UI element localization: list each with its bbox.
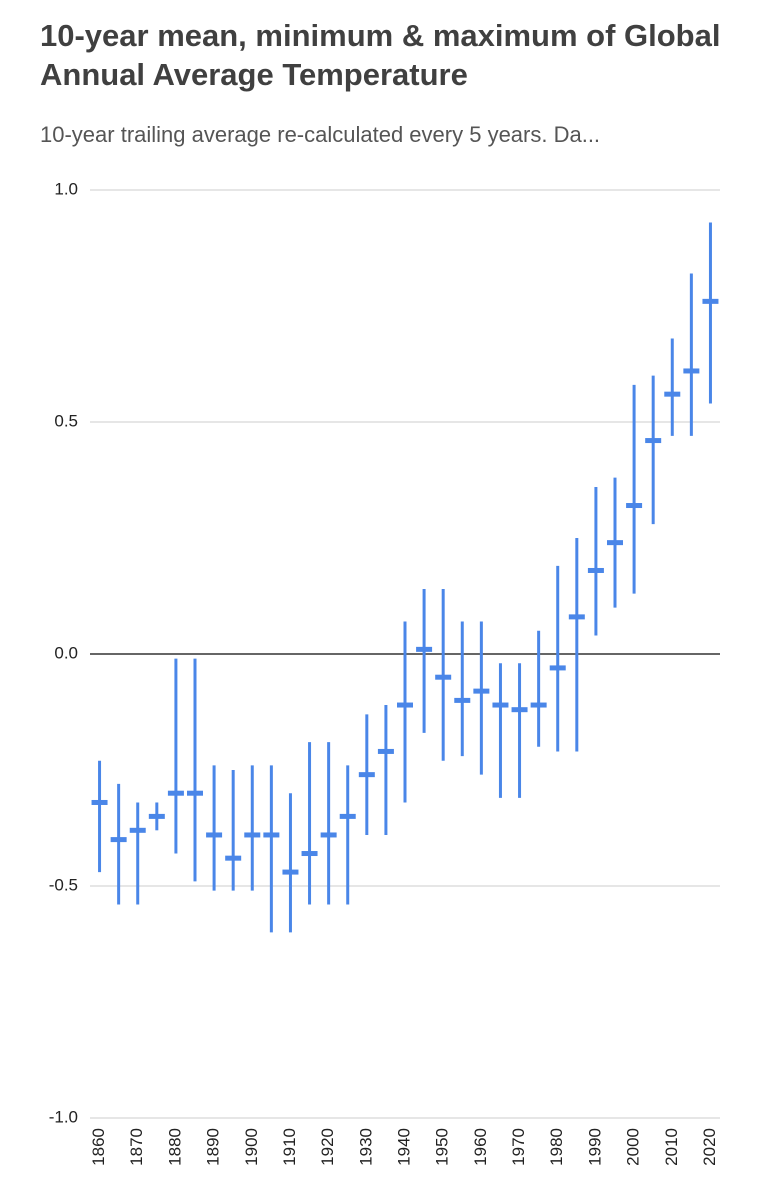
x-tick-label: 1940 <box>394 1128 413 1166</box>
chart-subtitle: 10-year trailing average re-calculated e… <box>40 122 601 147</box>
mean-marker <box>225 855 242 861</box>
mean-marker <box>377 748 394 754</box>
mean-marker <box>148 813 165 819</box>
x-tick-label: 1970 <box>509 1128 528 1166</box>
y-tick-label: 1.0 <box>54 179 78 198</box>
mean-marker <box>91 799 108 805</box>
mean-marker <box>358 772 375 778</box>
mean-marker <box>664 391 681 397</box>
mean-marker <box>110 837 127 843</box>
y-tick-label: -0.5 <box>49 875 78 894</box>
chart-title: 10-year mean, minimum & maximum of Globa… <box>40 18 721 92</box>
mean-marker <box>511 707 528 713</box>
x-tick-label: 1910 <box>280 1128 299 1166</box>
mean-marker <box>339 813 356 819</box>
x-tick-label: 1870 <box>127 1128 146 1166</box>
x-tick-label: 1900 <box>242 1128 261 1166</box>
mean-marker <box>187 790 203 796</box>
mean-marker <box>129 827 146 833</box>
mean-marker <box>568 614 585 620</box>
y-tick-label: 0.5 <box>54 411 78 430</box>
x-tick-label: 1960 <box>471 1128 490 1166</box>
mean-marker <box>454 697 471 703</box>
mean-marker <box>683 368 700 374</box>
x-tick-label: 2000 <box>624 1128 643 1166</box>
mean-marker <box>397 702 413 708</box>
mean-marker <box>301 851 318 857</box>
x-tick-label: 1860 <box>89 1128 108 1166</box>
mean-marker <box>530 702 547 708</box>
mean-marker <box>435 674 452 680</box>
x-tick-label: 2010 <box>662 1128 681 1166</box>
mean-marker <box>587 567 604 573</box>
x-tick-label: 1880 <box>165 1128 184 1166</box>
x-tick-label: 1990 <box>585 1128 604 1166</box>
x-tick-label: 1890 <box>204 1128 223 1166</box>
mean-marker <box>263 832 280 838</box>
y-tick-label: 0.0 <box>54 643 78 662</box>
x-tick-label: 2020 <box>700 1128 719 1166</box>
mean-marker <box>473 688 490 694</box>
mean-marker <box>282 869 299 875</box>
y-tick-label: -1.0 <box>49 1107 78 1126</box>
x-tick-label: 1980 <box>547 1128 566 1166</box>
x-tick-label: 1950 <box>433 1128 452 1166</box>
mean-marker <box>167 790 184 796</box>
mean-marker <box>320 832 337 838</box>
mean-marker <box>492 702 509 708</box>
mean-marker <box>702 298 719 304</box>
mean-marker <box>206 832 223 838</box>
x-tick-label: 1930 <box>356 1128 375 1166</box>
mean-marker <box>626 503 643 509</box>
mean-marker <box>549 665 566 671</box>
mean-marker <box>645 438 662 444</box>
mean-marker <box>244 832 261 838</box>
mean-marker <box>416 646 433 652</box>
mean-marker <box>607 540 623 546</box>
x-tick-label: 1920 <box>318 1128 337 1166</box>
